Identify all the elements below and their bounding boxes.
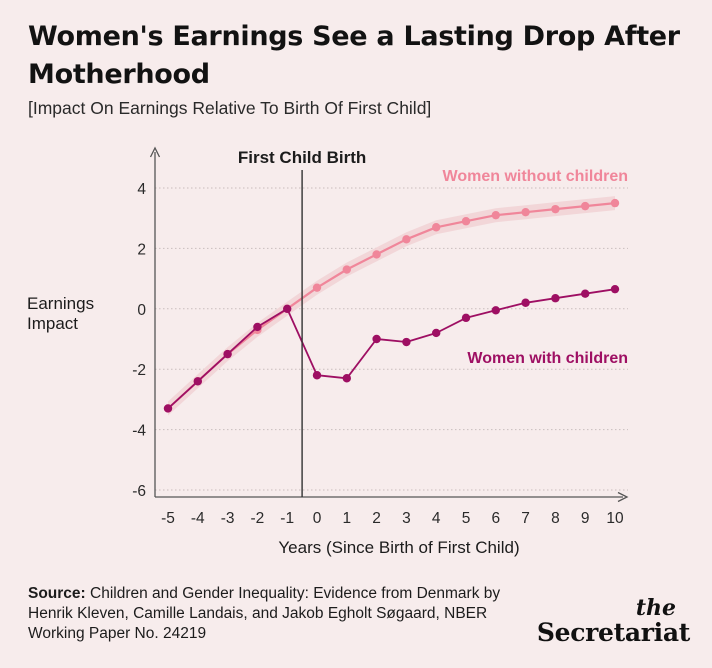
x-tick-label: 9 — [581, 510, 590, 527]
x-tick-label: 4 — [432, 510, 441, 527]
grid-lines — [155, 187, 628, 491]
y-tick-label: -4 — [132, 423, 146, 440]
x-tick-label: -5 — [161, 510, 175, 527]
source-label: Source: — [28, 585, 86, 602]
x-axis-arrow — [617, 491, 629, 503]
women-without-children-point — [461, 217, 471, 226]
women-with-children-point — [491, 306, 500, 315]
women-without-children-point — [491, 210, 500, 220]
women-without-children-point — [521, 207, 530, 217]
x-tick-label: -3 — [221, 510, 235, 527]
women-without-children-point — [312, 283, 322, 292]
x-tick-label: 7 — [521, 510, 530, 527]
women-with-children-point — [402, 337, 411, 347]
women-with-children-point — [581, 289, 590, 298]
y-tick-label: 2 — [137, 241, 146, 258]
confidence-bands — [168, 196, 615, 416]
women-without-children-point — [342, 265, 351, 274]
women-with-children-point — [283, 304, 292, 313]
x-axis-title: Years (Since Birth of First Child) — [278, 538, 519, 557]
women-with-children-point — [461, 313, 471, 323]
women-with-children-point — [372, 334, 381, 344]
x-tick-label: 3 — [402, 510, 411, 527]
women-without-children-point — [372, 250, 381, 259]
chart-title: Women's Earnings See a Lasting Drop Afte… — [28, 21, 680, 90]
x-tick-label: 10 — [606, 510, 624, 527]
women-with-children-point — [163, 404, 173, 413]
y-axis-title: Earnings Impact — [27, 294, 94, 333]
chart-labels: Years (Since Birth of First Child) Earnin… — [27, 148, 628, 557]
women-without-children-point — [581, 201, 590, 211]
x-tick-label: 2 — [372, 510, 381, 527]
source-text: Children and Gender Inequality: Evidence… — [28, 585, 501, 642]
women-with-children-point — [610, 284, 620, 294]
women-without-children-line — [167, 202, 616, 410]
x-tick-label: 0 — [313, 510, 322, 527]
x-tick-label: -2 — [251, 510, 265, 527]
series-lines — [163, 198, 620, 413]
x-tick-label: 6 — [491, 510, 500, 527]
women-with-children-point — [223, 349, 232, 359]
x-tick-label: 8 — [551, 510, 560, 527]
y-tick-label: -6 — [132, 483, 146, 500]
logo-name: Secretariat — [536, 618, 690, 647]
women-with-children-label: Women with children — [467, 350, 628, 367]
publisher-logo: the Secretariat — [536, 595, 690, 648]
y-axis-arrow — [149, 146, 161, 158]
women-without-children-label: Women without children — [443, 168, 628, 185]
women-with-children-point — [193, 377, 202, 386]
x-tick-label: 5 — [462, 510, 471, 527]
x-tick-label: 1 — [342, 510, 351, 527]
women-with-children-line — [167, 288, 616, 410]
women-without-children-band — [168, 196, 615, 416]
axes: 4 2 0 -2 -4 -6 -5 -4 -3 -2 -1 0 1 2 3 4 5 6 7 8 9 10 — [132, 146, 629, 527]
women-with-children-point — [253, 322, 262, 332]
women-without-children-point — [432, 223, 441, 232]
logo-the: the — [635, 595, 676, 621]
y-tick-label: -2 — [132, 362, 146, 379]
chart-subtitle: [Impact On Earnings Relative To Birth Of… — [28, 98, 432, 118]
women-with-children-point — [521, 298, 530, 307]
women-with-children-point — [432, 328, 441, 338]
women-without-children-point — [402, 235, 411, 244]
women-without-children-point — [551, 204, 560, 214]
women-with-children-point — [342, 374, 351, 383]
women-without-children-point — [610, 198, 620, 208]
women-with-children-point — [551, 294, 560, 303]
x-tick-label: -1 — [280, 510, 294, 527]
y-tick-label: 0 — [137, 302, 146, 319]
x-tick-label: -4 — [191, 510, 205, 527]
earnings-line-chart: 4 2 0 -2 -4 -6 -5 -4 -3 -2 -1 0 1 2 3 4 5 6 7 8 9 10 Years (S… — [27, 146, 629, 557]
women-with-children-point — [312, 371, 322, 380]
source-note: Source: Children and Gender Inequality: … — [28, 584, 528, 644]
y-tick-label: 4 — [137, 181, 146, 198]
birth-marker-label: First Child Birth — [238, 148, 366, 167]
